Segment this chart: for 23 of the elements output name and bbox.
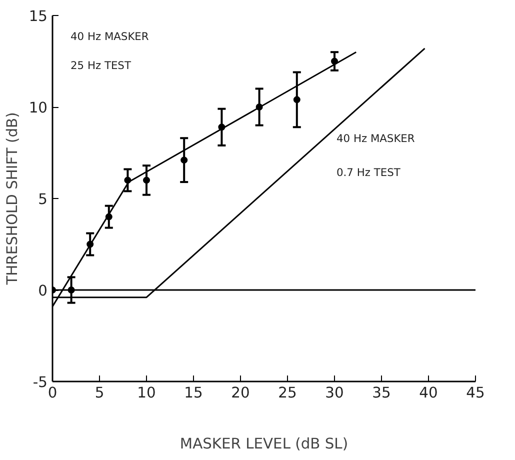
x-tick-label: 5 [94,384,104,402]
point [180,156,188,164]
y-tick-label: 0 [38,282,48,300]
point [143,176,150,184]
x-tick-label: 30 [325,384,344,402]
x-tick-label: 15 [184,384,203,402]
y-tick-label: 15 [28,8,48,25]
y-axis-title: THRESHOLD SHIFT (dB) [4,112,21,286]
annotation: 25 Hz TEST [70,59,132,72]
point [293,96,300,104]
y-tick-label: -5 [32,374,48,391]
x-tick-label: 25 [278,384,297,402]
x-tick-label: 40 [419,384,438,402]
annotation: 0.7 Hz TEST [336,166,401,179]
x-tick-label: 45 [466,384,485,402]
x-tick-label: 10 [137,384,156,402]
annotation: 40 Hz MASKER [336,132,416,145]
annotation: 40 Hz MASKER [70,30,150,43]
y-tick-label: 5 [38,191,48,208]
y-tick-label: 10 [28,100,48,116]
x-tick-label: 20 [231,384,250,402]
x-axis-title: MASKER LEVEL (dB SL) [180,436,348,452]
x-tick-label: 35 [372,384,391,402]
